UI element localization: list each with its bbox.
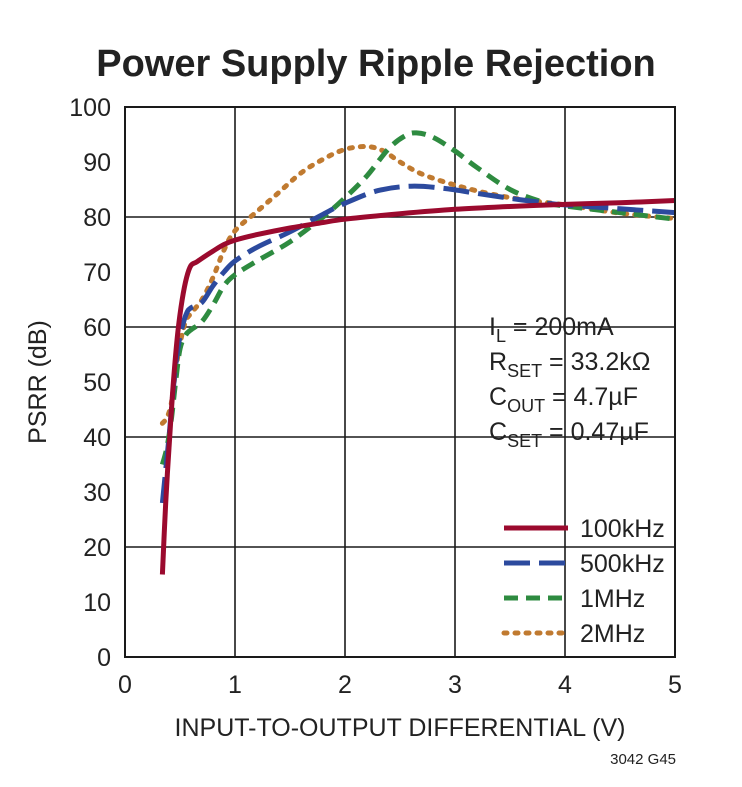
series-line-1MHz — [159, 130, 676, 466]
x-tick-labels: 0 1 2 3 4 5 — [118, 671, 682, 699]
legend-label-500kHz: 500kHz — [580, 550, 665, 578]
plot-frame — [124, 106, 676, 658]
condition-line-0: IL = 200mA — [489, 313, 614, 346]
condition-line-3: CSET = 0.47µF — [489, 418, 649, 451]
legend-label-100kHz: 100kHz — [580, 515, 665, 543]
legend-label-1MHz: 1MHz — [580, 585, 645, 613]
grid — [125, 107, 675, 657]
x-tick-label: 5 — [668, 671, 682, 699]
y-tick-label: 70 — [83, 259, 111, 287]
y-tick-label: 0 — [97, 644, 111, 672]
chart-title: Power Supply Ripple Rejection — [96, 43, 656, 85]
x-axis-label: INPUT-TO-OUTPUT DIFFERENTIAL (V) — [175, 714, 626, 742]
y-axis-label: PSRR (dB) — [24, 320, 52, 444]
y-tick-label: 80 — [83, 204, 111, 232]
legend-label-2MHz: 2MHz — [580, 620, 645, 648]
condition-line-1: RSET = 33.2kΩ — [489, 348, 650, 381]
x-tick-label: 0 — [118, 671, 132, 699]
y-tick-label: 20 — [83, 534, 111, 562]
condition-line-2: COUT = 4.7µF — [489, 383, 638, 416]
y-tick-label: 60 — [83, 314, 111, 342]
y-tick-label: 10 — [83, 589, 111, 617]
y-tick-label: 40 — [83, 424, 111, 452]
series-line-500kHz — [159, 183, 676, 504]
y-tick-label: 100 — [69, 94, 111, 122]
x-tick-label: 1 — [228, 671, 242, 699]
y-tick-label: 30 — [83, 479, 111, 507]
y-tick-label: 90 — [83, 149, 111, 177]
y-tick-labels: 0 10 20 30 40 50 60 70 80 90 100 — [69, 94, 111, 672]
series-line-100kHz — [159, 198, 676, 575]
x-tick-label: 2 — [338, 671, 352, 699]
series-layer — [159, 130, 678, 575]
x-tick-label: 4 — [558, 671, 572, 699]
legend: 100kHz 500kHz 1MHz 2MHz — [501, 515, 665, 648]
figure-number: 3042 G45 — [610, 751, 676, 768]
x-tick-label: 3 — [448, 671, 462, 699]
y-tick-label: 50 — [83, 369, 111, 397]
